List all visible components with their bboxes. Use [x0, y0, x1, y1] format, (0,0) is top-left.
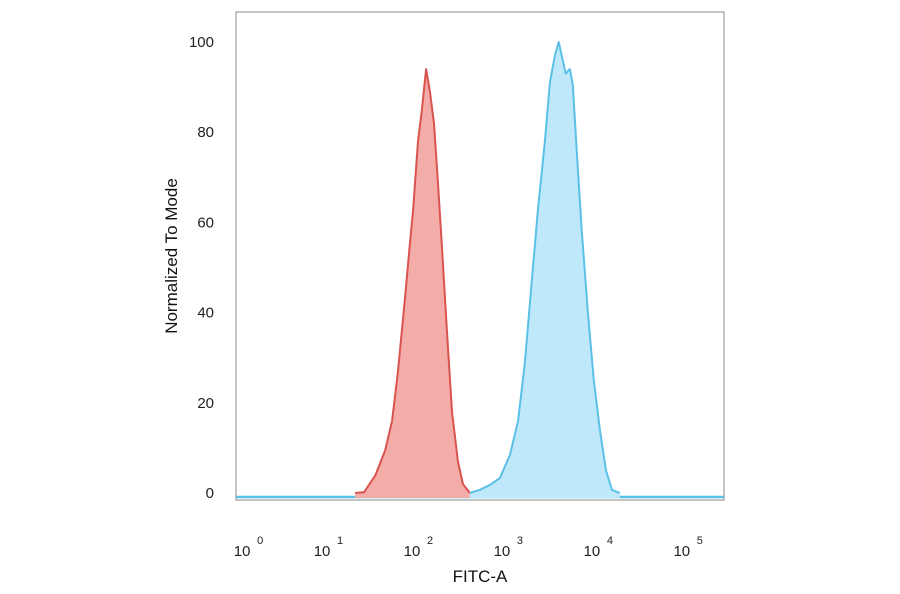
y-tick-label: 100 — [189, 34, 214, 51]
x-tick-exponent: 5 — [697, 535, 703, 547]
x-tick-exponent: 2 — [427, 535, 433, 547]
series-0-line — [355, 68, 471, 494]
series-layer — [236, 41, 724, 499]
y-tick-label: 40 — [197, 305, 214, 322]
x-tick-label: 10 — [234, 543, 251, 560]
x-tick-exponent: 0 — [257, 535, 263, 547]
x-tick-exponent: 4 — [607, 535, 613, 547]
x-tick-exponent: 3 — [517, 535, 523, 547]
x-tick-label: 10 — [314, 543, 331, 560]
y-tick-label: 0 — [206, 485, 214, 502]
x-axis-ticks: 10 0 10 1 10 2 10 3 10 4 10 5 — [234, 535, 703, 560]
x-axis-label: FITC-A — [453, 567, 508, 586]
x-tick-exponent: 1 — [337, 535, 343, 547]
y-tick-label: 20 — [197, 395, 214, 412]
y-tick-label: 80 — [197, 124, 214, 141]
x-tick-label: 10 — [404, 543, 421, 560]
series-0-area — [355, 69, 470, 498]
series-1-area — [469, 42, 620, 498]
plot-frame — [235, 11, 725, 501]
x-tick-label: 10 — [673, 543, 690, 560]
x-tick-label: 10 — [584, 543, 601, 560]
y-axis-label: Normalized To Mode — [162, 178, 181, 334]
series-1-line — [469, 41, 621, 494]
x-tick-label: 10 — [494, 543, 511, 560]
y-tick-label: 60 — [197, 214, 214, 231]
y-axis-ticks: 0 20 40 60 80 100 — [189, 34, 214, 502]
